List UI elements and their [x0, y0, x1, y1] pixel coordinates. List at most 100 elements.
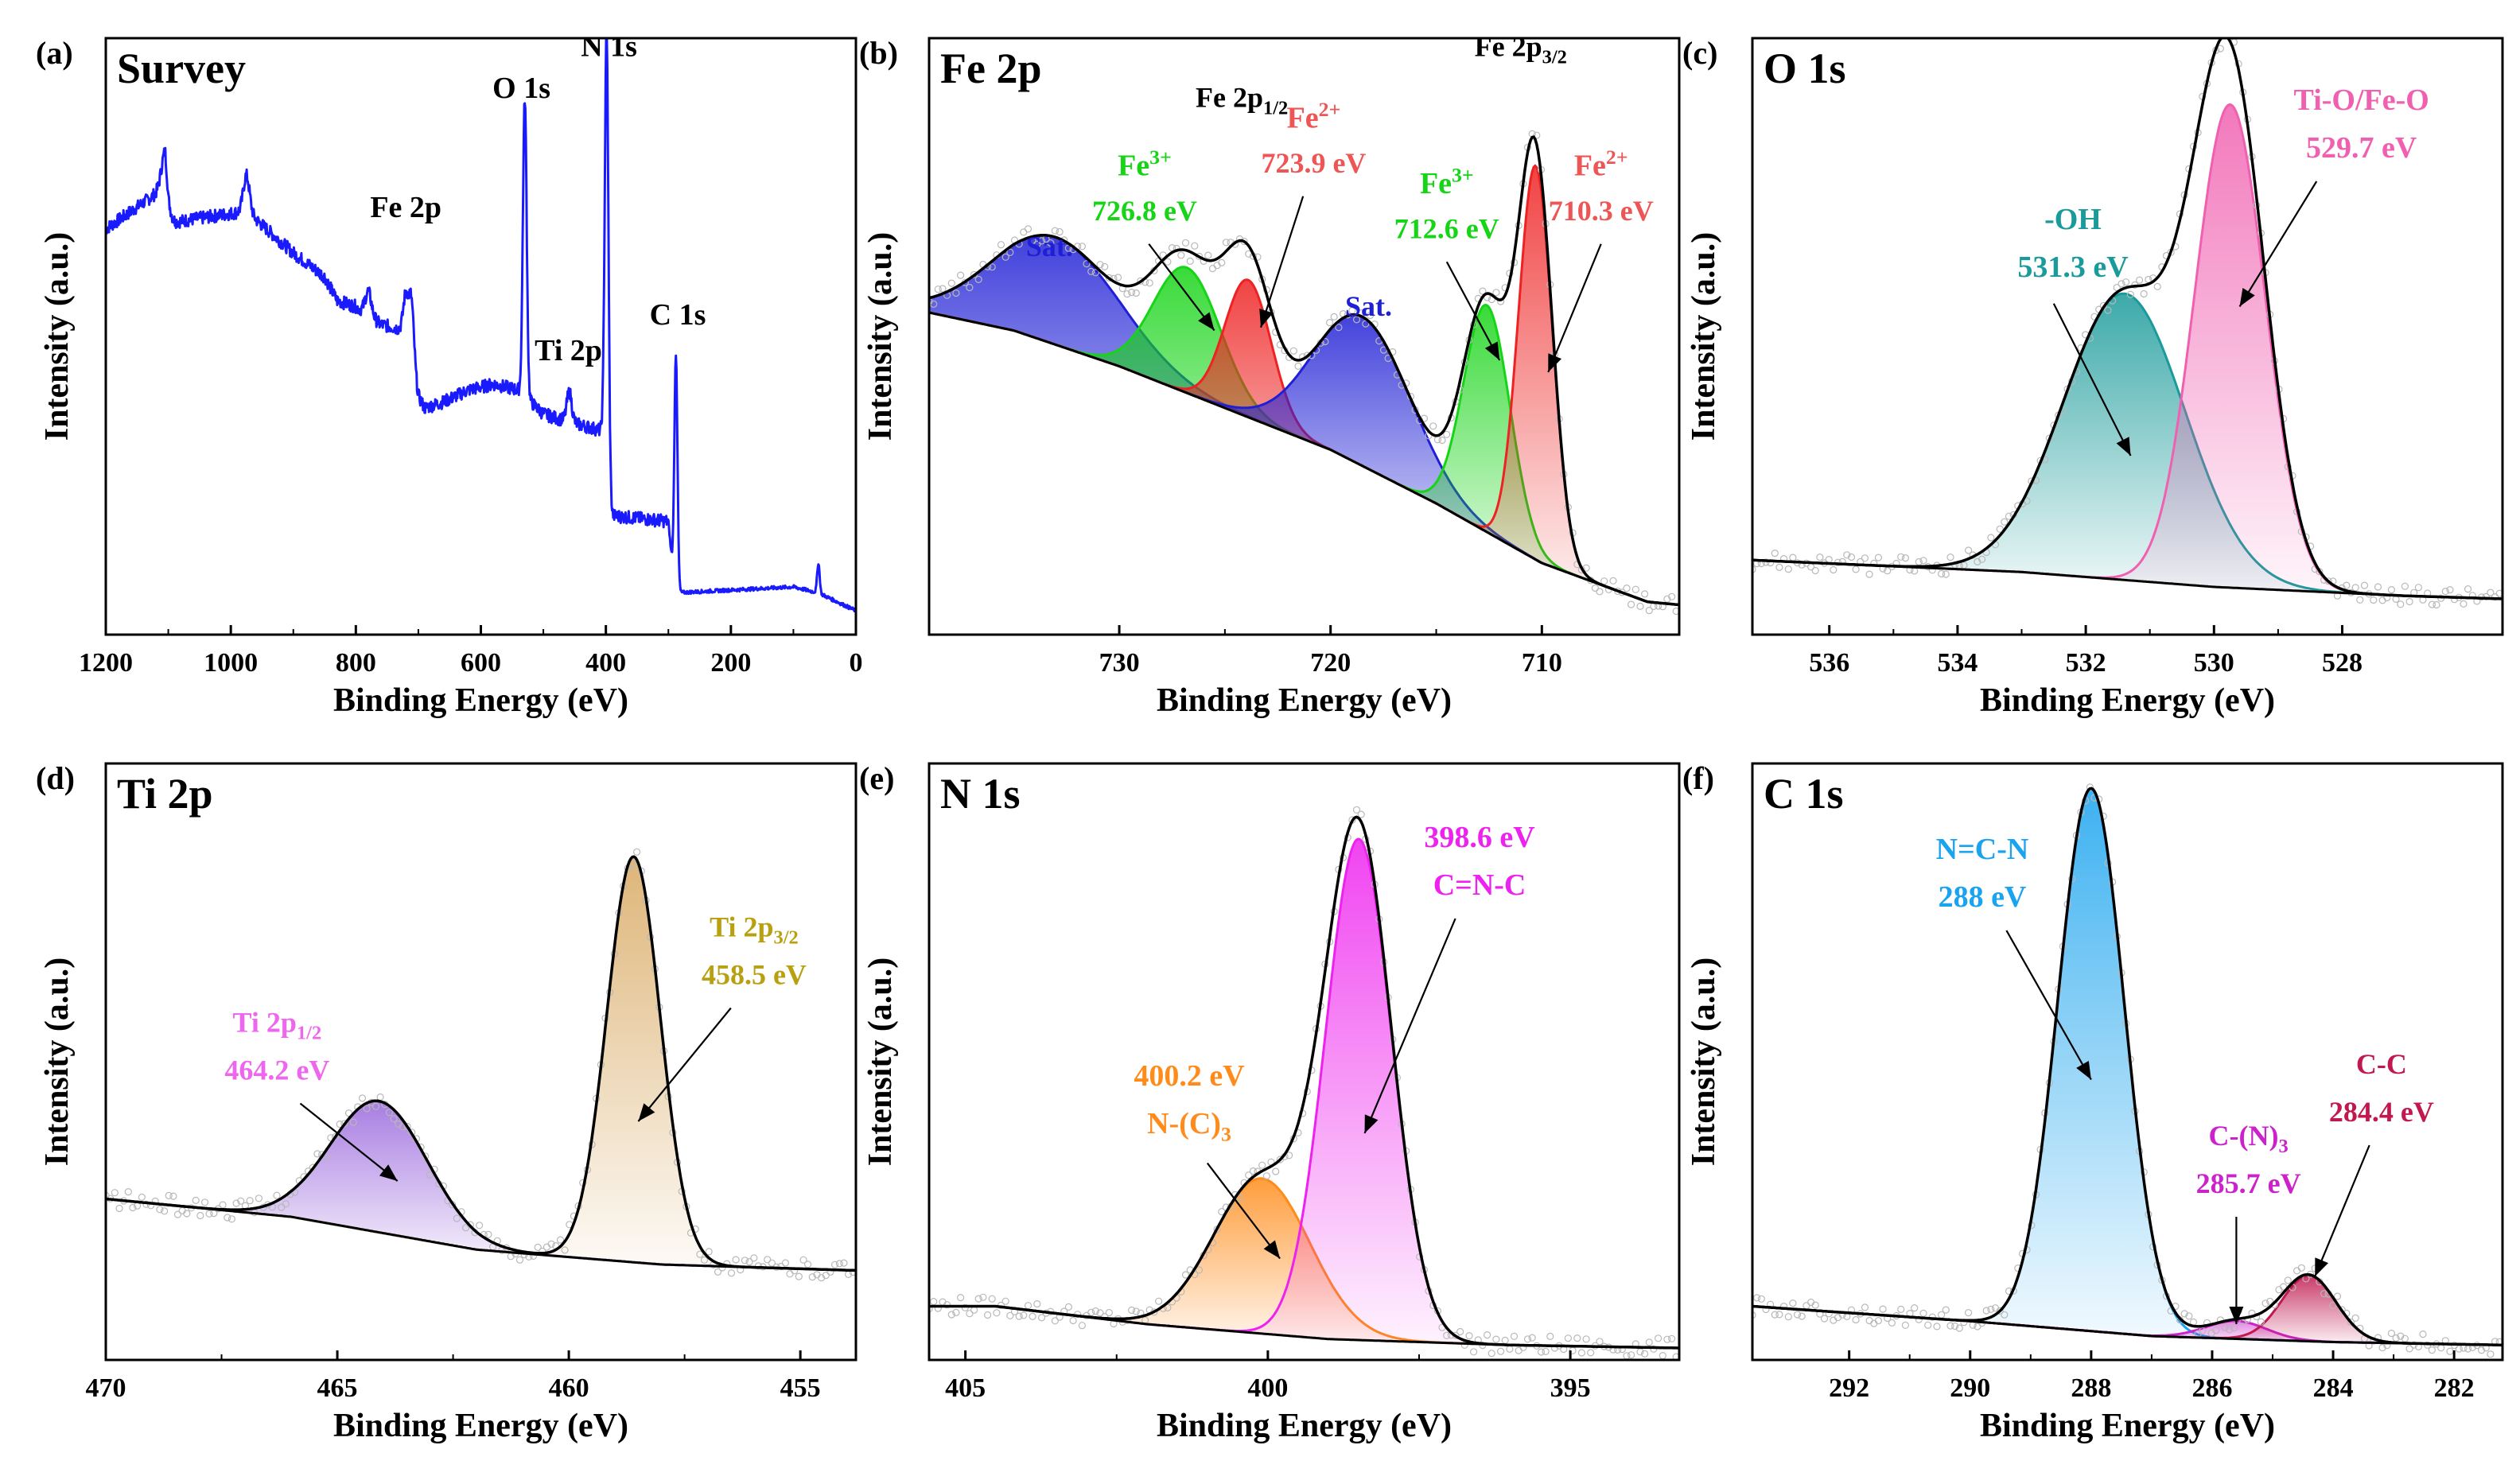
- raw-data-point: [835, 1260, 843, 1268]
- peak-label-text: Sat.: [1345, 290, 1392, 322]
- raw-data-point: [1533, 131, 1541, 139]
- annotation-arrow-head: [1484, 341, 1500, 360]
- raw-data-point: [1154, 1297, 1163, 1305]
- raw-data-point: [2230, 1323, 2238, 1332]
- panel-title: Ti 2p: [117, 770, 213, 818]
- raw-data-point: [1852, 565, 1860, 573]
- raw-data-point: [1901, 554, 1909, 562]
- raw-data-point: [1564, 1334, 1573, 1342]
- raw-data-point: [1884, 567, 1892, 575]
- annotation-arrow-head: [1263, 1240, 1281, 1259]
- raw-data-point: [974, 275, 982, 283]
- annotation-arrow-line: [1363, 918, 1456, 1134]
- raw-data-point: [1942, 1306, 1950, 1314]
- raw-data-point: [2324, 577, 2332, 585]
- raw-data-point: [947, 1311, 955, 1319]
- raw-data-point: [817, 1274, 826, 1282]
- annotation-arrow-head: [2239, 288, 2255, 307]
- raw-data-point: [1752, 565, 1756, 573]
- panel-frame: [1751, 37, 2504, 636]
- x-tick-label: 455: [780, 1373, 821, 1403]
- raw-data-point: [2414, 584, 2422, 592]
- x-axis-ticks: 730 720 710: [1099, 625, 1562, 678]
- panel-letter: (d): [36, 760, 75, 796]
- raw-data-point: [1888, 1319, 1896, 1327]
- annotation-arrow-line: [1206, 1162, 1281, 1260]
- peak-label: Fe3+: [1420, 164, 1474, 200]
- raw-data-point: [1668, 1334, 1676, 1342]
- raw-data-point: [349, 1118, 357, 1126]
- raw-data-point: [1091, 269, 1099, 277]
- peak-label-text: C-C: [2356, 1048, 2407, 1080]
- raw-data-point: [547, 1240, 555, 1248]
- raw-data-point: [1897, 553, 1905, 561]
- peak-label: Fe 2p: [370, 191, 441, 224]
- raw-data-point: [1852, 1315, 1860, 1324]
- raw-data-point: [1460, 1341, 1468, 1349]
- raw-data-point: [1865, 1316, 1873, 1325]
- raw-data-point: [1222, 239, 1231, 247]
- x-axis-title: Binding Energy (eV): [1157, 1408, 1452, 1444]
- raw-data-point: [1628, 600, 1635, 608]
- raw-data-point: [803, 1261, 812, 1268]
- raw-data-point: [1757, 1295, 1765, 1303]
- raw-data-point: [2222, 25, 2228, 32]
- raw-data-point: [2347, 1318, 2355, 1327]
- raw-data-point: [1811, 566, 1819, 575]
- raw-data-point: [952, 1308, 960, 1317]
- x-tick-label: 720: [1310, 648, 1351, 678]
- raw-data-point: [1811, 1301, 1819, 1309]
- raw-data-point: [632, 848, 641, 856]
- raw-data-point: [2140, 289, 2148, 298]
- raw-data-point: [830, 1261, 839, 1268]
- x-axis-title: Binding Energy (eV): [333, 682, 628, 719]
- raw-data-point: [475, 1222, 484, 1230]
- raw-data-point: [1987, 1305, 1995, 1314]
- raw-data-point: [1825, 555, 1833, 564]
- raw-data-point: [1078, 1322, 1087, 1330]
- x-tick-label: 284: [2313, 1373, 2354, 1403]
- annotation-arrow-head: [1198, 312, 1215, 331]
- annotation-arrow-head: [2229, 1307, 2244, 1324]
- raw-data-point: [2428, 1346, 2436, 1354]
- peak-label-subscript: 3/2: [773, 927, 798, 949]
- raw-data-point: [1577, 1349, 1586, 1357]
- raw-data-point: [1496, 1347, 1505, 1355]
- raw-data-point: [1438, 436, 1446, 445]
- raw-data-point: [1492, 1335, 1500, 1343]
- raw-data-point: [1631, 585, 1639, 593]
- peak-label-subscript: 3/2: [1542, 47, 1567, 68]
- raw-data-point: [1456, 1327, 1464, 1336]
- peak-label: 458.5 eV: [702, 959, 807, 991]
- raw-data-point: [795, 1272, 803, 1280]
- raw-data-point: [1645, 1338, 1653, 1346]
- raw-data-point: [1596, 588, 1604, 596]
- raw-data-point: [1001, 253, 1009, 261]
- raw-data-point: [2446, 1347, 2454, 1355]
- raw-data-point: [1064, 1303, 1073, 1311]
- peak-label-subscript: 1/2: [1263, 97, 1288, 118]
- raw-data-point: [1469, 1348, 1478, 1356]
- raw-data-point: [1830, 565, 1838, 574]
- peak-label: 531.3 eV: [2017, 251, 2129, 284]
- raw-data-point: [1510, 1332, 1519, 1340]
- raw-data-point: [165, 1191, 173, 1200]
- raw-data-point: [313, 1150, 321, 1158]
- raw-data-point: [426, 1171, 434, 1179]
- raw-data-point: [1127, 289, 1136, 297]
- raw-data-point: [115, 1204, 123, 1213]
- survey-spectrum-line: [106, 38, 856, 612]
- raw-data-point: [1663, 1335, 1671, 1343]
- peak-label-text: 712.6 eV: [1394, 212, 1499, 244]
- peak-label-subscript: 3: [1221, 1123, 1231, 1146]
- x-tick-label: 534: [1937, 648, 1978, 678]
- raw-data-point: [228, 1215, 235, 1223]
- raw-data-point: [764, 1256, 772, 1264]
- raw-data-point: [1335, 324, 1343, 332]
- raw-data-point: [1946, 553, 1954, 561]
- raw-data-point: [2437, 1344, 2445, 1352]
- raw-data-point: [2297, 1264, 2305, 1272]
- raw-data-point: [2487, 1350, 2495, 1358]
- raw-data-point: [1982, 1307, 1990, 1315]
- peak-label: Ti 2p: [535, 334, 602, 367]
